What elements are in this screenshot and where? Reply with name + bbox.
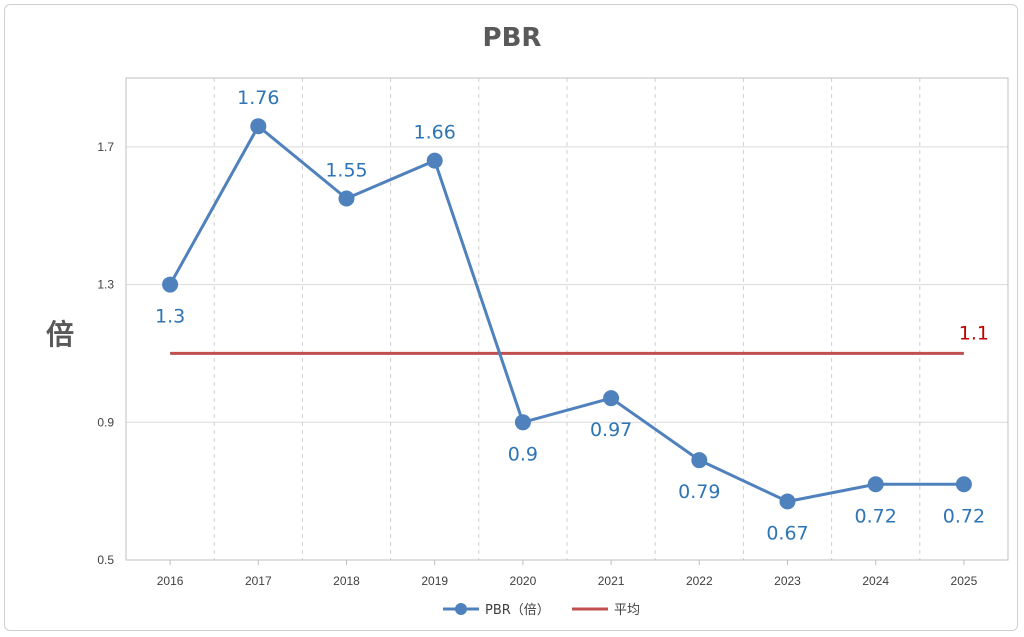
x-tick-label: 2021 <box>598 574 625 588</box>
pbr-data-label: 0.67 <box>766 522 808 544</box>
pbr-data-label: 0.97 <box>590 419 632 441</box>
pbr-data-label: 1.55 <box>325 160 367 182</box>
pbr-data-point <box>162 276 179 293</box>
x-tick-label: 2019 <box>421 574 448 588</box>
y-tick-label: 0.5 <box>97 553 114 567</box>
x-tick-label: 2018 <box>333 574 360 588</box>
data-labels: 1.1 1.3 1.76 1.55 1.66 0.9 0.97 0.79 0.67 0.72 0.7… <box>155 87 989 544</box>
pbr-data-point <box>250 118 267 135</box>
legend: PBR（倍） 平均 <box>443 603 640 618</box>
pbr-data-label: 0.72 <box>943 505 985 527</box>
pbr-data-point <box>867 476 884 493</box>
x-tick-label: 2025 <box>951 574 978 588</box>
x-tick-label: 2020 <box>510 574 537 588</box>
x-tick-label: 2016 <box>157 574 184 588</box>
y-tick-label: 0.9 <box>97 415 114 429</box>
chart-frame <box>4 4 1018 631</box>
legend-pbr-marker <box>455 603 467 615</box>
pbr-data-point <box>426 152 443 169</box>
pbr-data-point <box>955 476 972 493</box>
pbr-data-label: 0.9 <box>508 443 538 465</box>
legend-pbr-label: PBR（倍） <box>485 603 550 618</box>
y-axis-label: 倍 <box>46 318 74 351</box>
average-data-label: 1.1 <box>959 322 989 344</box>
x-tick-label: 2023 <box>774 574 801 588</box>
pbr-data-point <box>691 452 708 469</box>
legend-average-label: 平均 <box>614 603 640 618</box>
pbr-data-label: 0.79 <box>678 481 720 503</box>
tick-labels: 0.5 0.9 1.3 1.7 2016 2017 2018 2019 2020 2021 2022… <box>97 140 977 588</box>
x-tick-label: 2024 <box>862 574 889 588</box>
pbr-data-point <box>338 190 355 207</box>
pbr-data-point <box>514 414 531 431</box>
x-tick-label: 2017 <box>245 574 272 588</box>
pbr-data-point <box>779 493 796 510</box>
chart-title: PBR <box>483 23 542 53</box>
pbr-data-label: 1.66 <box>414 122 456 144</box>
pbr-data-label: 0.72 <box>855 505 897 527</box>
pbr-data-label: 1.3 <box>155 306 185 328</box>
axes <box>125 77 1009 565</box>
x-tick-label: 2022 <box>686 574 713 588</box>
y-tick-label: 1.7 <box>97 140 114 154</box>
y-tick-label: 1.3 <box>97 278 114 292</box>
pbr-series-line <box>168 124 964 503</box>
pbr-data-point <box>603 390 620 407</box>
plot-area-border <box>125 77 1009 561</box>
pbr-data-label: 1.76 <box>237 87 279 109</box>
series-layer <box>162 118 972 510</box>
